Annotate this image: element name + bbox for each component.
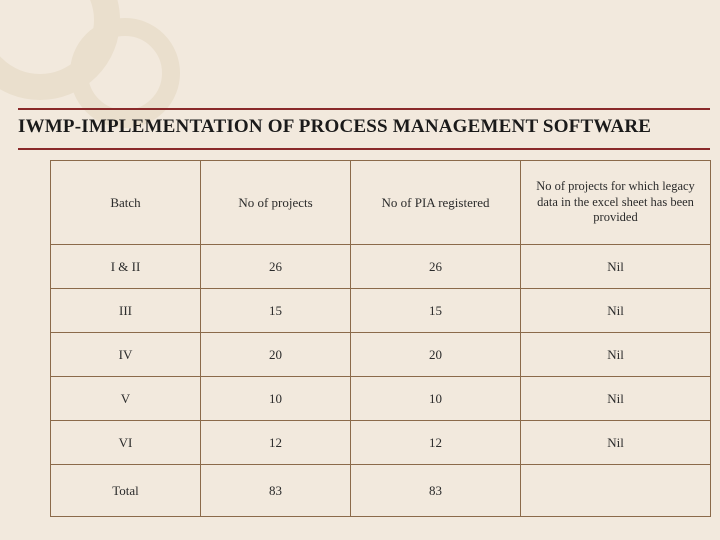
slide-title: IWMP-IMPLEMENTATION OF PROCESS MANAGEMEN… bbox=[18, 116, 651, 137]
col-header-projects: No of projects bbox=[201, 161, 351, 245]
cell-proj: 10 bbox=[201, 377, 351, 421]
cell-legacy: Nil bbox=[521, 333, 711, 377]
table-row: V 10 10 Nil bbox=[51, 377, 711, 421]
table-row: I & II 26 26 Nil bbox=[51, 245, 711, 289]
cell-proj: 15 bbox=[201, 289, 351, 333]
cell-batch: IV bbox=[51, 333, 201, 377]
table-total-row: Total 83 83 bbox=[51, 465, 711, 517]
cell-batch: V bbox=[51, 377, 201, 421]
cell-pia: 15 bbox=[351, 289, 521, 333]
cell-proj: 12 bbox=[201, 421, 351, 465]
col-header-pia: No of PIA registered bbox=[351, 161, 521, 245]
cell-total-proj: 83 bbox=[201, 465, 351, 517]
cell-total-legacy bbox=[521, 465, 711, 517]
cell-total-batch: Total bbox=[51, 465, 201, 517]
cell-batch: III bbox=[51, 289, 201, 333]
cell-batch: I & II bbox=[51, 245, 201, 289]
cell-legacy: Nil bbox=[521, 245, 711, 289]
cell-legacy: Nil bbox=[521, 421, 711, 465]
cell-legacy: Nil bbox=[521, 289, 711, 333]
cell-pia: 12 bbox=[351, 421, 521, 465]
cell-total-pia: 83 bbox=[351, 465, 521, 517]
slide-container: IWMP-IMPLEMENTATION OF PROCESS MANAGEMEN… bbox=[0, 0, 720, 540]
cell-pia: 20 bbox=[351, 333, 521, 377]
title-bar: IWMP-IMPLEMENTATION OF PROCESS MANAGEMEN… bbox=[18, 108, 710, 150]
table-header-row: Batch No of projects No of PIA registere… bbox=[51, 161, 711, 245]
table-row: III 15 15 Nil bbox=[51, 289, 711, 333]
table-row: VI 12 12 Nil bbox=[51, 421, 711, 465]
cell-pia: 10 bbox=[351, 377, 521, 421]
cell-batch: VI bbox=[51, 421, 201, 465]
cell-proj: 20 bbox=[201, 333, 351, 377]
cell-pia: 26 bbox=[351, 245, 521, 289]
projects-table: Batch No of projects No of PIA registere… bbox=[50, 160, 711, 517]
table-row: IV 20 20 Nil bbox=[51, 333, 711, 377]
col-header-legacy: No of projects for which legacy data in … bbox=[521, 161, 711, 245]
cell-legacy: Nil bbox=[521, 377, 711, 421]
cell-proj: 26 bbox=[201, 245, 351, 289]
col-header-batch: Batch bbox=[51, 161, 201, 245]
